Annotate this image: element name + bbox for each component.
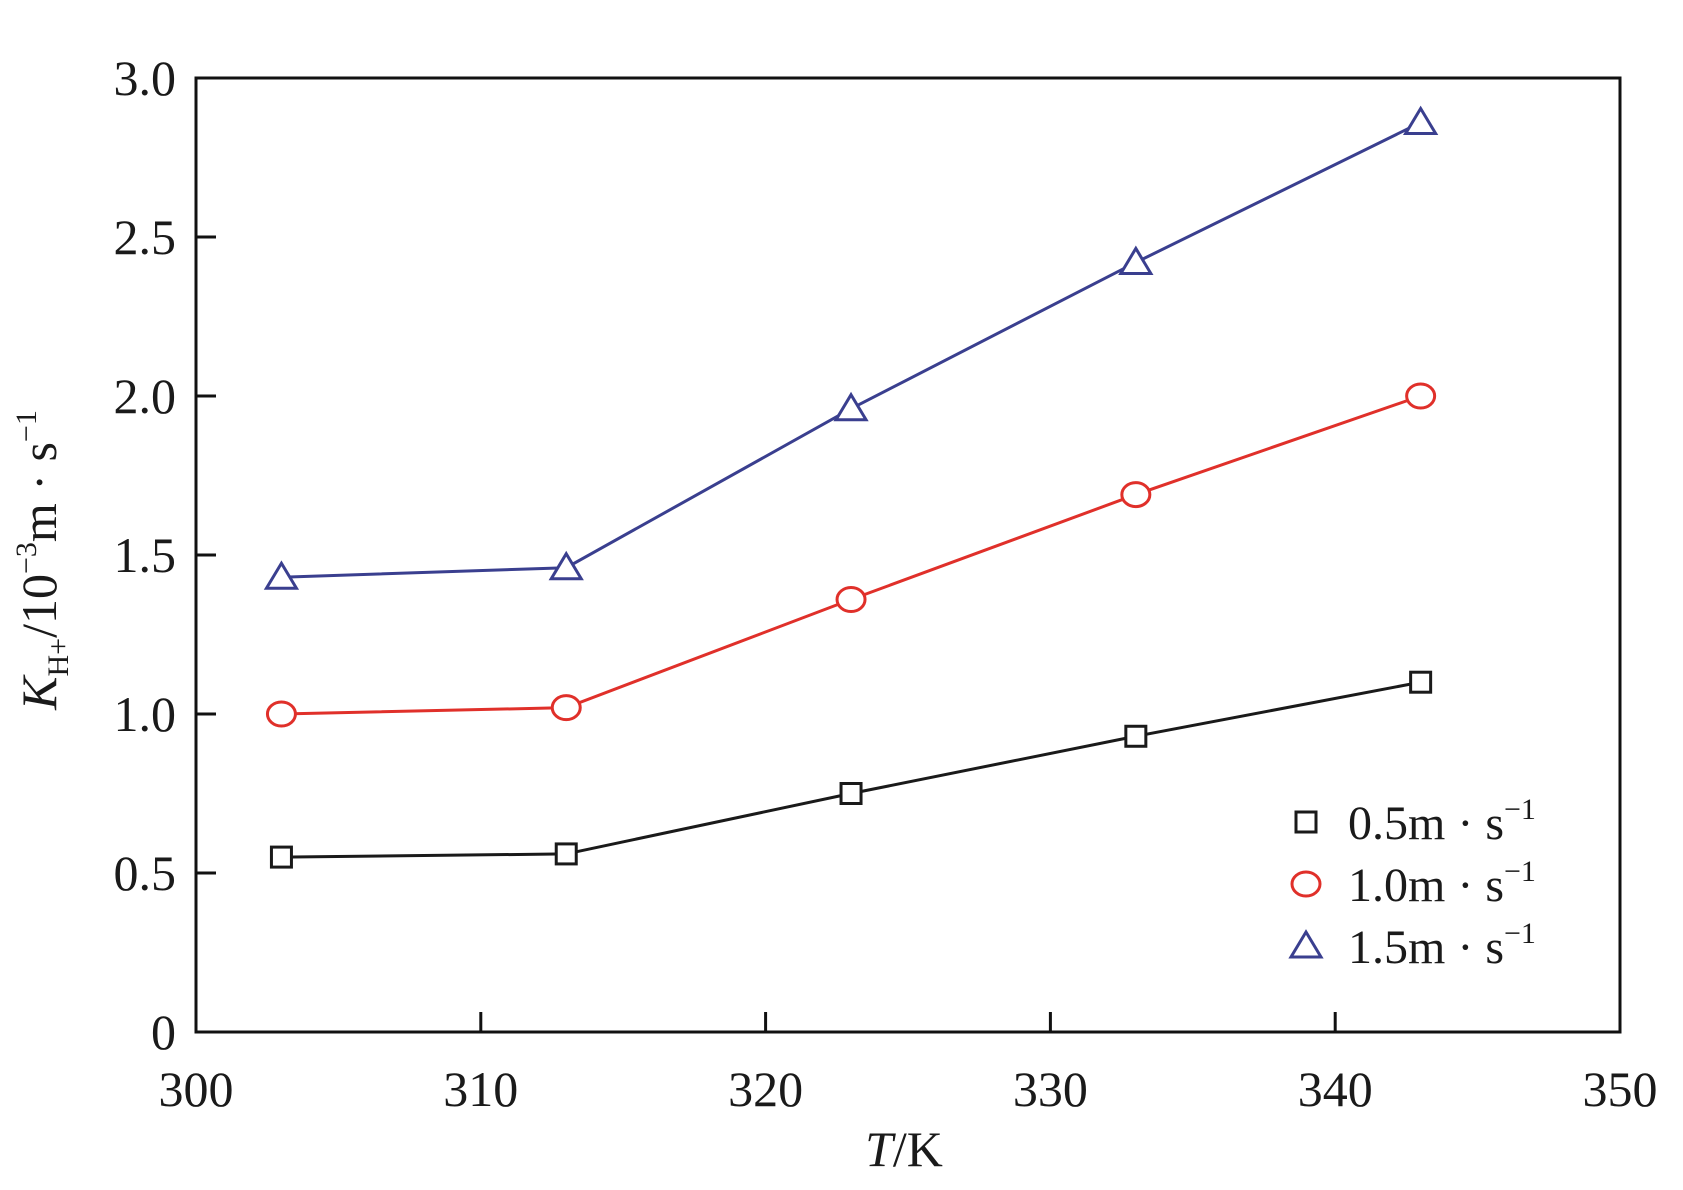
legend-marker-3: [1288, 929, 1324, 959]
series-2-point-4: [1120, 481, 1152, 509]
series-3-point-4: [1118, 245, 1154, 275]
y-tick-label: 2.0: [114, 368, 177, 424]
series-2-point-3: [835, 586, 867, 614]
series-1-point-5: [1409, 670, 1433, 694]
series-3-point-5: [1402, 105, 1439, 136]
series-2-point-5: [1405, 382, 1437, 410]
x-tick-label: 350: [1583, 1061, 1658, 1117]
series-line-2: [281, 394, 1422, 716]
series-1-point-2: [554, 842, 578, 866]
series-1-point-3: [839, 782, 863, 805]
legend-item-3: 1.5m · s−1: [1288, 917, 1536, 974]
y-tick-label: 0: [151, 1004, 176, 1060]
legend-label-3: 1.5m · s−1: [1348, 917, 1536, 974]
x-tick-label: 330: [1013, 1061, 1088, 1117]
y-axis-title: KH+/10−3m · s−1: [10, 410, 75, 711]
legend-label-1: 0.5m · s−1: [1348, 793, 1536, 850]
x-tick-label: 340: [1298, 1061, 1373, 1117]
y-tick-label: 0.5: [114, 845, 177, 901]
series-2-point-2: [550, 694, 582, 722]
legend-item-1: 0.5m · s−1: [1294, 793, 1536, 850]
y-tick-label: 3.0: [114, 50, 177, 106]
legend-item-2: 1.0m · s−1: [1290, 855, 1536, 912]
legend: 0.5m · s−11.0m · s−11.5m · s−1: [1288, 793, 1536, 974]
x-tick-label: 320: [728, 1061, 803, 1117]
series-2-point-1: [265, 700, 297, 728]
y-tick-label: 1.5: [114, 527, 177, 583]
series-3-point-3: [833, 391, 869, 422]
x-tick-label: 310: [443, 1061, 518, 1117]
x-axis-title: T/K: [865, 1121, 943, 1177]
series-3-point-2: [548, 550, 584, 581]
series-3-point-1: [263, 560, 300, 590]
series-1-point-1: [269, 845, 293, 869]
plot-area: [263, 105, 1439, 869]
series-line-1: [281, 680, 1421, 859]
x-tick-label: 300: [159, 1061, 234, 1117]
legend-marker-1: [1294, 810, 1318, 834]
legend-label-2: 1.0m · s−1: [1348, 855, 1536, 912]
axes: 300 310 320 330 340 350 0 0.5 1.0 1.5 2.0 2.5 3.0: [114, 50, 1658, 1117]
legend-marker-2: [1290, 870, 1322, 898]
y-tick-label: 2.5: [114, 209, 177, 265]
y-tick-label: 1.0: [114, 686, 177, 742]
series-line-3: [281, 121, 1422, 579]
series-1-point-4: [1124, 724, 1148, 748]
